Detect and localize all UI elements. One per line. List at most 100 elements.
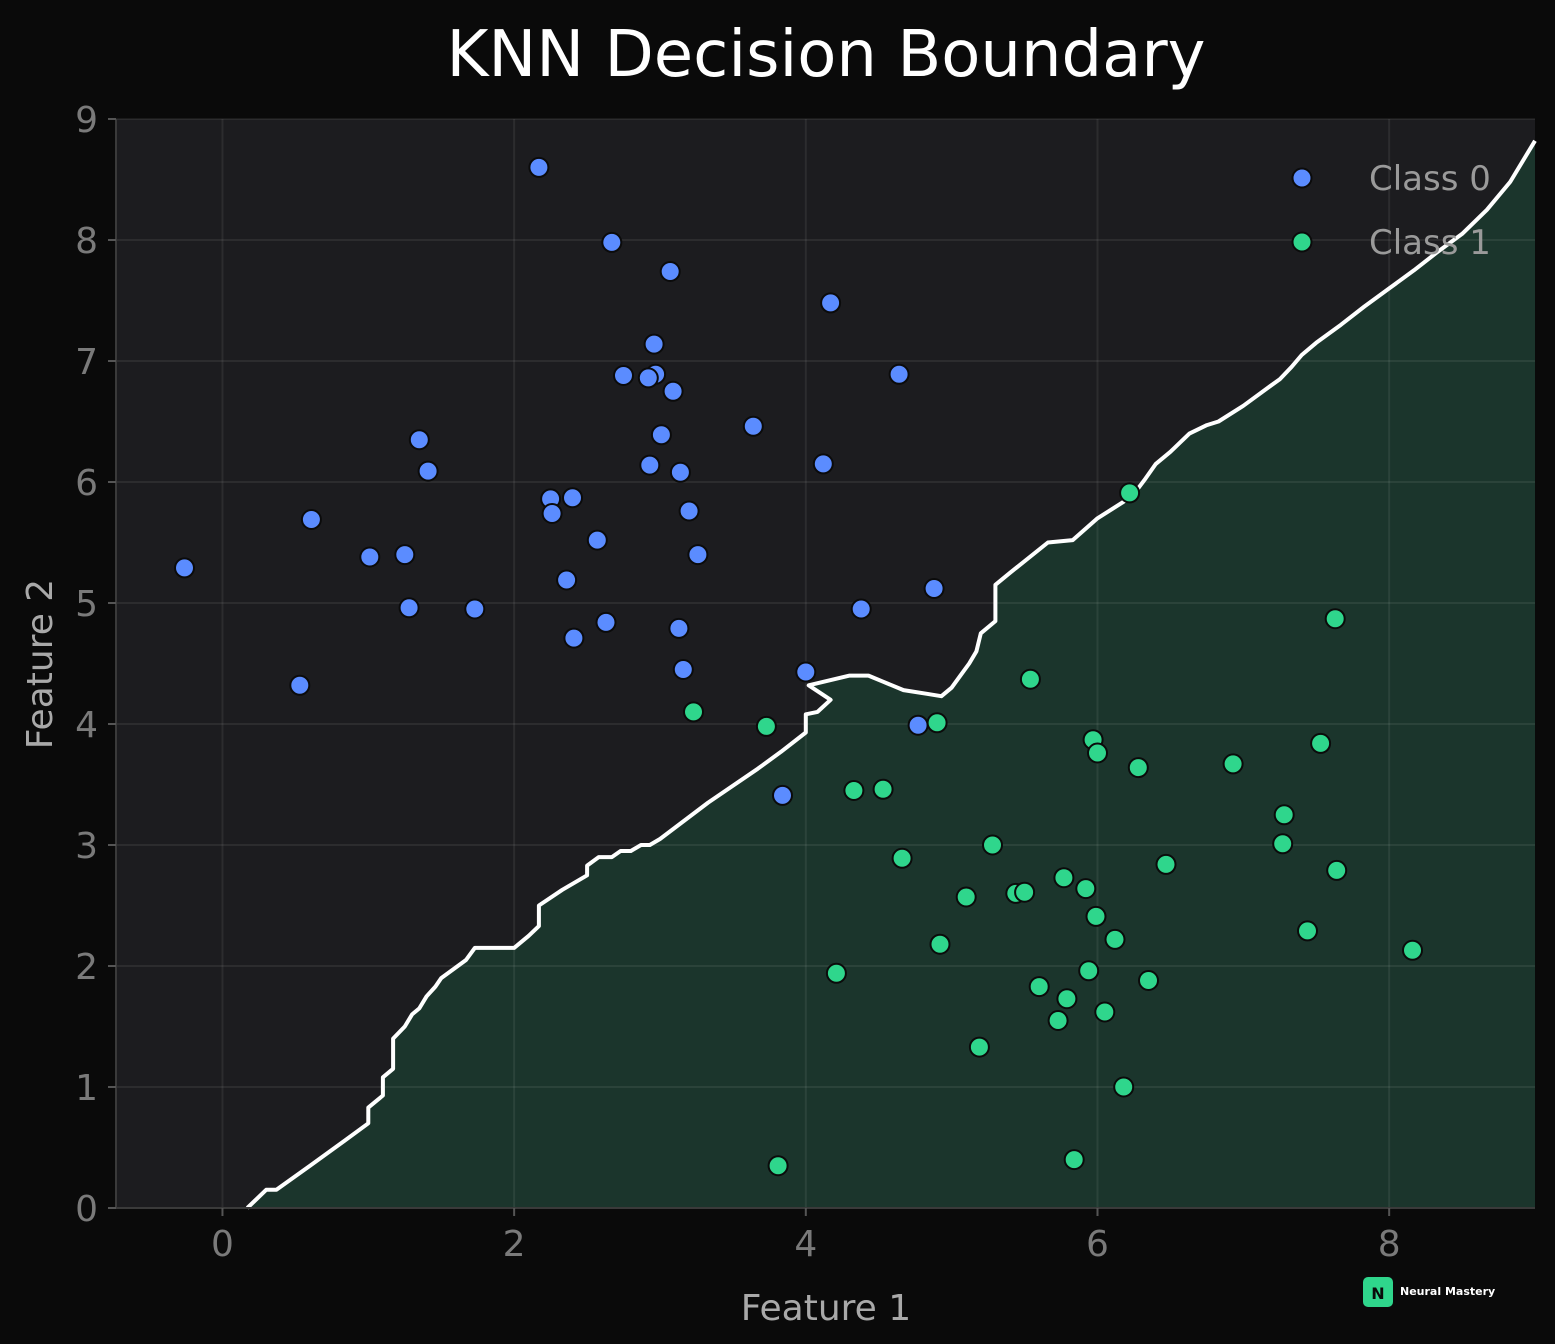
plot-area: 0 2 4 6 8 0 1 2 3 4 5 6 7 8 9 [75, 100, 1537, 1265]
class-1-point [1326, 859, 1348, 881]
y-tick-label: 3 [75, 826, 98, 867]
data-points [174, 156, 1423, 1177]
legend-label-class-1: Class 1 [1369, 223, 1491, 263]
class-1-point [1324, 608, 1346, 630]
class-1-point [1087, 742, 1108, 764]
y-tick-label: 6 [75, 463, 98, 504]
legend-marker-class-1 [1291, 231, 1313, 253]
legend-marker-class-0 [1291, 167, 1313, 189]
class-1-point [1310, 732, 1332, 754]
y-axis-ticks: 0 1 2 3 4 5 6 7 8 9 [75, 100, 116, 1230]
class-1-point [1075, 878, 1097, 900]
class-0-point [668, 617, 690, 639]
class-0-point [563, 627, 585, 649]
brand-name: Neural Mastery [1400, 1285, 1495, 1298]
class-0-point [772, 784, 793, 806]
class-1-point [968, 1036, 990, 1058]
class-1-point [955, 886, 977, 908]
class-0-point [672, 659, 694, 680]
class-0-point [528, 156, 550, 178]
y-tick-label: 5 [75, 584, 98, 625]
class-0-point [669, 461, 691, 483]
class-0-point [541, 503, 563, 524]
class-0-point [637, 367, 659, 389]
class-1-point [1113, 1076, 1135, 1098]
class-0-point [678, 500, 700, 522]
class-1-point [1272, 833, 1294, 855]
class-1-point [1078, 960, 1100, 982]
class-1-point [1138, 970, 1159, 991]
legend: Class 0 Class 1 [1291, 159, 1491, 263]
y-tick-label: 2 [75, 947, 98, 988]
class-1-point [767, 1155, 789, 1177]
class-0-point [850, 598, 872, 620]
x-tick-label: 0 [211, 1224, 234, 1265]
class-0-point [888, 363, 910, 385]
class-0-point [300, 509, 322, 530]
class-0-point [907, 714, 929, 736]
class-0-point [812, 453, 834, 475]
class-0-point [359, 546, 381, 568]
class-0-point [742, 415, 764, 437]
class-1-point [891, 847, 913, 869]
class-0-point [820, 292, 842, 314]
class-0-point [687, 544, 709, 566]
y-tick-label: 4 [75, 705, 98, 746]
class-1-point [982, 834, 1003, 856]
class-0-region [116, 119, 1535, 1208]
class-1-point [1047, 1010, 1069, 1031]
class-1-point [1019, 668, 1041, 690]
class-0-point [417, 460, 439, 482]
class-0-point [650, 424, 672, 446]
x-tick-label: 8 [1378, 1224, 1401, 1265]
class-1-point [1085, 905, 1107, 927]
class-1-point [1119, 482, 1141, 504]
class-1-point [1056, 988, 1078, 1010]
class-0-point [408, 429, 430, 451]
class-1-point [926, 712, 948, 734]
class-1-point [1104, 928, 1126, 950]
class-0-point [289, 674, 311, 696]
class-1-point [1053, 867, 1075, 889]
class-1-point [1094, 1001, 1116, 1023]
brand-watermark: N Neural Mastery [1363, 1277, 1495, 1307]
class-1-point [683, 701, 704, 723]
x-tick-label: 2 [503, 1224, 526, 1265]
class-1-point [1222, 753, 1244, 775]
class-0-point [174, 557, 195, 579]
legend-label-class-0: Class 0 [1369, 159, 1491, 199]
class-0-point [795, 661, 817, 683]
class-1-point [843, 780, 865, 801]
class-1-point [1297, 920, 1318, 942]
class-1-point [755, 715, 777, 737]
class-0-point [643, 333, 665, 355]
class-0-point [659, 261, 681, 282]
x-tick-label: 6 [1086, 1224, 1109, 1265]
y-tick-label: 9 [75, 100, 98, 141]
class-1-point [825, 962, 847, 984]
decision-boundary-line [245, 139, 1537, 1210]
class-1-point [1014, 881, 1036, 903]
class-1-point [1273, 804, 1295, 826]
class-0-point [398, 597, 420, 619]
class-1-point [1402, 939, 1423, 961]
class-0-point [639, 454, 661, 476]
class-0-point [595, 611, 617, 633]
class-0-point [464, 598, 486, 620]
class-0-point [394, 544, 416, 566]
y-tick-label: 8 [75, 221, 98, 262]
x-axis-ticks: 0 2 4 6 8 [211, 1208, 1401, 1265]
y-tick-label: 1 [75, 1068, 98, 1109]
y-tick-label: 0 [75, 1189, 98, 1230]
class-0-point [586, 529, 608, 551]
brand-logo-letter: N [1371, 1284, 1384, 1303]
y-tick-label: 7 [75, 342, 98, 383]
x-axis-label: Feature 1 [741, 1288, 911, 1329]
y-axis-label: Feature 2 [20, 579, 61, 749]
class-1-point [929, 933, 951, 955]
class-1-point [872, 778, 894, 800]
class-1-point [1127, 757, 1149, 779]
class-1-region [247, 140, 1535, 1208]
class-1-point [1063, 1149, 1085, 1171]
